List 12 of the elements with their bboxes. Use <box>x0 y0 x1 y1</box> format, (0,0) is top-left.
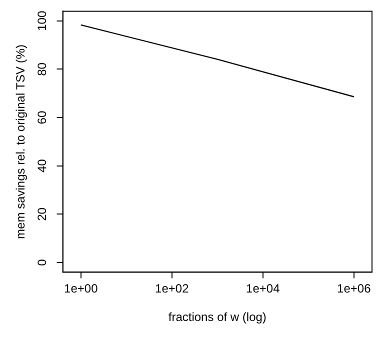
y-tick-label: 60 <box>35 110 50 124</box>
x-tick-label: 1e+06 <box>337 282 372 296</box>
y-axis-title: mem savings rel. to original TSV (%) <box>14 44 28 239</box>
y-tick-label: 0 <box>35 258 50 266</box>
x-tick-label: 1e+04 <box>246 282 280 296</box>
y-tick-label: 40 <box>35 158 50 173</box>
y-tick-label: 80 <box>35 62 50 76</box>
x-tick-label: 1e+00 <box>64 282 98 296</box>
x-tick-label: 1e+02 <box>155 282 190 296</box>
y-tick-label: 100 <box>35 10 50 31</box>
y-tick-label: 20 <box>35 207 50 221</box>
x-axis-title: fractions of w (log) <box>168 310 266 324</box>
